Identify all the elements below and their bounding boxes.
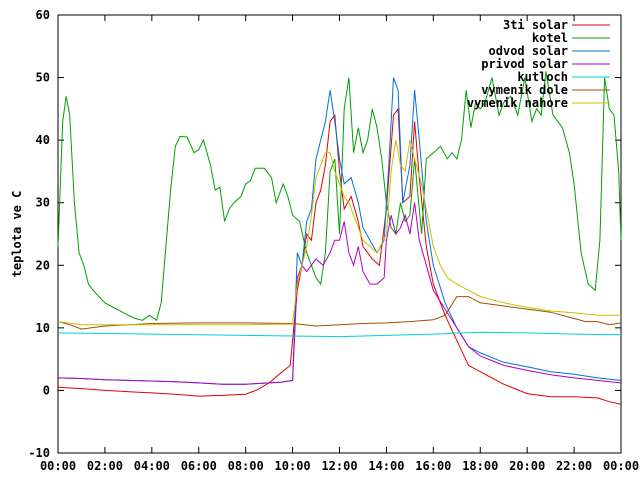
legend-label: vymenik nahore bbox=[467, 96, 568, 110]
x-tick-label: 00:00 bbox=[603, 459, 639, 473]
y-tick-label: 30 bbox=[36, 196, 50, 210]
x-tick-label: 00:00 bbox=[40, 459, 76, 473]
y-axis-label: teplota ve C bbox=[10, 191, 24, 278]
series-line-0 bbox=[57, 107, 622, 405]
y-axis-ticks: 60 50 40 30 20 10 0 -10 bbox=[28, 8, 621, 460]
legend-label: odvod solar bbox=[489, 44, 568, 58]
series-line-4 bbox=[57, 331, 622, 338]
y-tick-label: -10 bbox=[28, 446, 50, 460]
series-line-5 bbox=[57, 296, 622, 330]
y-tick-label: 60 bbox=[36, 8, 50, 22]
y-tick-label: 10 bbox=[36, 321, 50, 335]
legend-label: kutloch bbox=[517, 70, 568, 84]
x-tick-label: 20:00 bbox=[509, 459, 545, 473]
x-tick-label: 18:00 bbox=[462, 459, 498, 473]
x-tick-label: 22:00 bbox=[556, 459, 592, 473]
y-tick-label: 40 bbox=[36, 133, 50, 147]
x-tick-label: 08:00 bbox=[228, 459, 264, 473]
series-line-1 bbox=[57, 71, 622, 322]
series-line-3 bbox=[57, 202, 622, 385]
legend-label: 3ti solar bbox=[503, 18, 568, 32]
legend-label: vymenik dole bbox=[481, 83, 568, 97]
x-tick-label: 12:00 bbox=[321, 459, 357, 473]
x-tick-label: 04:00 bbox=[134, 459, 170, 473]
legend-label: privod solar bbox=[481, 57, 568, 71]
x-tick-label: 02:00 bbox=[87, 459, 123, 473]
series-line-6 bbox=[57, 139, 621, 326]
x-tick-label: 06:00 bbox=[181, 459, 217, 473]
x-axis-ticks: 00:00 02:00 04:00 06:00 08:00 10:00 12:00 14:00… bbox=[40, 15, 639, 473]
x-tick-label: 14:00 bbox=[368, 459, 404, 473]
legend-label: kotel bbox=[532, 31, 568, 45]
x-tick-label: 16:00 bbox=[415, 459, 451, 473]
series-lines bbox=[57, 71, 622, 405]
y-tick-label: 0 bbox=[43, 383, 50, 397]
y-tick-label: 20 bbox=[36, 258, 50, 272]
y-tick-label: 50 bbox=[36, 71, 50, 85]
x-tick-label: 10:00 bbox=[275, 459, 311, 473]
